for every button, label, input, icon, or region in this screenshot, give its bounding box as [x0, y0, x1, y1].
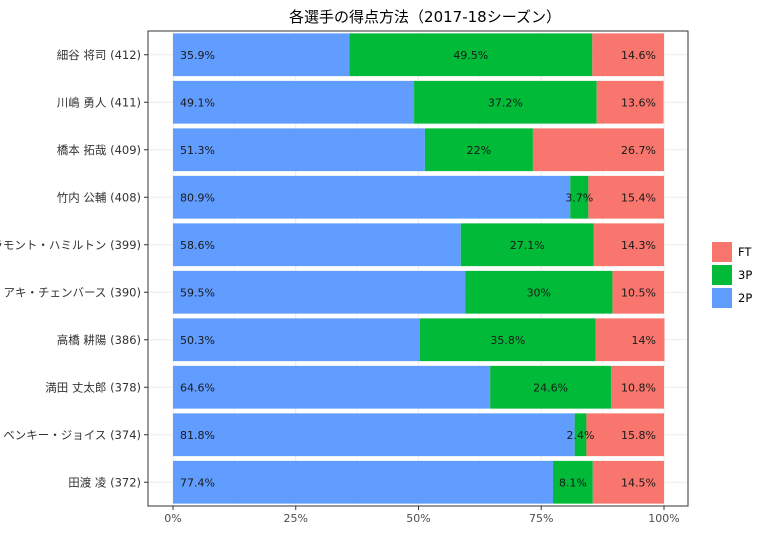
legend-label: FT	[738, 245, 752, 259]
bar-segment-2p	[173, 318, 420, 362]
bar-label-ft: 10.5%	[621, 286, 656, 299]
bar-segment-3p	[414, 80, 597, 124]
bar-label-ft: 14%	[632, 334, 656, 347]
bar-label-ft: 14.3%	[621, 239, 656, 252]
bar-segment-2p	[173, 413, 575, 457]
bar-label-3p: 2.4%	[567, 429, 595, 442]
bar-label-2p: 80.9%	[180, 191, 215, 204]
bar-segment-3p	[553, 460, 593, 504]
bar-segment-3p	[424, 128, 533, 172]
bar-segment-ft	[532, 128, 664, 172]
bar-label-3p: 30%	[527, 286, 551, 299]
x-tick-label: 0%	[164, 512, 181, 525]
category-label: ラモント・ハミルトン (399)	[0, 238, 141, 252]
bar-label-3p: 3.7%	[565, 191, 593, 204]
legend: FT 3P 2P	[712, 242, 752, 308]
bar-segment-ft	[592, 460, 664, 504]
category-label: アキ・チェンバース (390)	[3, 285, 141, 299]
category-label: 竹内 公輔 (408)	[57, 190, 141, 204]
bar-label-ft: 14.6%	[621, 49, 656, 62]
bar-label-2p: 58.6%	[180, 239, 215, 252]
bar-segment-2p	[173, 460, 554, 504]
legend-label: 2P	[738, 291, 752, 305]
bar-segment-3p	[419, 318, 596, 362]
legend-key-3p	[712, 265, 732, 285]
category-label: 川嶋 勇人 (411)	[57, 95, 141, 109]
category-label: ベンキー・ジョイス (374)	[3, 428, 141, 442]
bar-segment-3p	[574, 413, 587, 457]
bar-segment-2p	[173, 365, 491, 409]
bar-segment-2p	[173, 223, 461, 267]
bar-label-ft: 10.8%	[621, 381, 656, 394]
bar-segment-ft	[610, 365, 664, 409]
x-tick-label: 100%	[648, 512, 679, 525]
x-tick-label: 75%	[529, 512, 553, 525]
bar-segment-ft	[588, 175, 664, 219]
bar-segment-2p	[173, 128, 425, 172]
category-label: 高橋 耕陽 (386)	[57, 333, 141, 347]
bar-segment-3p	[465, 270, 613, 314]
legend-label: 3P	[738, 268, 752, 282]
bar-label-2p: 77.4%	[180, 476, 215, 489]
bar-label-ft: 26.7%	[621, 144, 656, 157]
bar-label-2p: 64.6%	[180, 381, 215, 394]
bar-label-3p: 24.6%	[533, 381, 568, 394]
bar-label-ft: 15.8%	[621, 429, 656, 442]
bar-label-3p: 49.5%	[453, 49, 488, 62]
category-label: 田渡 凌 (372)	[68, 475, 141, 489]
bar-label-2p: 51.3%	[180, 144, 215, 157]
bar-segment-3p	[460, 223, 594, 267]
bar-label-2p: 49.1%	[180, 96, 215, 109]
chart-title: 各選手の得点方法（2017-18シーズン）	[289, 8, 561, 26]
bar-label-2p: 50.3%	[180, 334, 215, 347]
bar-segment-ft	[586, 413, 664, 457]
bar-label-2p: 59.5%	[180, 286, 215, 299]
bar-segment-2p	[173, 175, 571, 219]
bar-label-2p: 81.8%	[180, 429, 215, 442]
bar-label-2p: 35.9%	[180, 49, 215, 62]
x-axis-labels: 0% 25% 50% 75% 100%	[164, 506, 680, 525]
bar-segment-ft	[592, 33, 664, 77]
bar-label-ft: 13.6%	[621, 96, 656, 109]
category-label: 橋本 拓哉 (409)	[57, 143, 141, 157]
bar-label-3p: 22%	[467, 144, 491, 157]
x-tick-label: 25%	[284, 512, 308, 525]
panel-border	[147, 30, 689, 507]
bar-segment-ft	[612, 270, 664, 314]
bar-segment-2p	[173, 270, 466, 314]
bars: 35.9% 49.5% 14.6% 49.1% 37.2% 13.6% 51.3% 22% 26…	[173, 33, 665, 504]
legend-key-2p	[712, 288, 732, 308]
bar-label-3p: 27.1%	[510, 239, 545, 252]
bar-label-3p: 35.8%	[490, 334, 525, 347]
category-label: 満田 丈太郎 (378)	[45, 380, 141, 394]
bar-label-ft: 14.5%	[621, 476, 656, 489]
bar-segment-ft	[595, 318, 665, 362]
category-label: 細谷 将司 (412)	[57, 48, 141, 62]
bar-segment-2p	[173, 33, 350, 77]
bar-segment-3p	[570, 175, 589, 219]
bar-segment-3p	[490, 365, 611, 409]
bar-segment-2p	[173, 80, 415, 124]
bar-segment-3p	[349, 33, 593, 77]
legend-key-ft	[712, 242, 732, 262]
category-labels: 細谷 将司 (412) 川嶋 勇人 (411) 橋本 拓哉 (409) 竹内 公輔 (…	[0, 48, 148, 489]
x-tick-label: 50%	[406, 512, 430, 525]
bar-segment-ft	[596, 80, 664, 124]
bar-segment-ft	[593, 223, 664, 267]
bar-label-3p: 8.1%	[559, 476, 587, 489]
bar-label-ft: 15.4%	[621, 191, 656, 204]
bar-label-3p: 37.2%	[488, 96, 523, 109]
